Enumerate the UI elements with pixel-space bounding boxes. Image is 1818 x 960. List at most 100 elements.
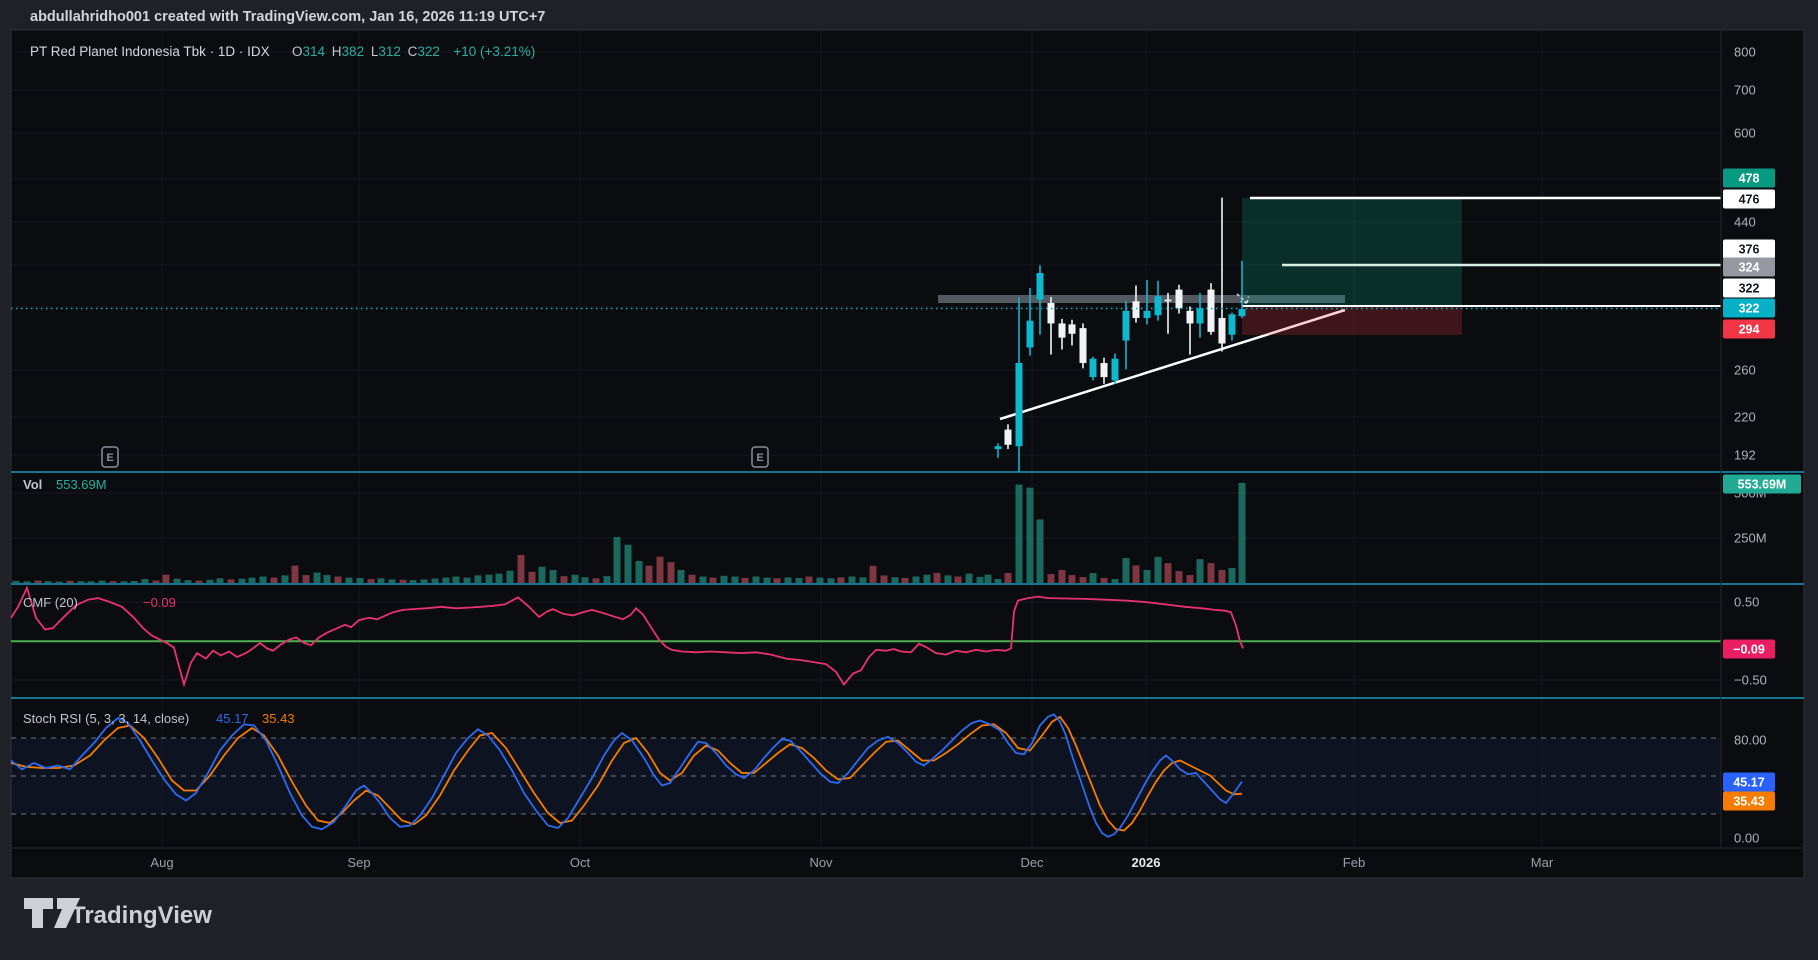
axis-badge: 376 (1723, 239, 1775, 259)
volume-bar (784, 577, 792, 583)
volume-bar (420, 579, 428, 583)
volume-legend: Vol 553.69M (23, 477, 107, 492)
candle-body (1218, 317, 1226, 344)
axis-badge-bg (1723, 474, 1801, 494)
axis-badge: 45.17 (1723, 772, 1775, 792)
volume-bar (227, 579, 235, 583)
time-tick-label: Sep (347, 855, 370, 870)
volume-bar (216, 578, 224, 583)
candle-body (1047, 303, 1055, 324)
volume-bar (281, 575, 289, 583)
volume-bar (1026, 487, 1034, 583)
axis-tick-label: 0.50 (1734, 595, 1759, 610)
axis-badge-bg (1723, 239, 1775, 259)
axis-tick-label: 800 (1734, 45, 1756, 60)
cmf-legend: CMF (20) −0.09 (23, 595, 176, 610)
axis-tick-label: 220 (1734, 410, 1756, 425)
axis-badge: 476 (1723, 189, 1775, 209)
axis-badge: 322 (1723, 278, 1775, 298)
axis-badge-bg (1723, 257, 1775, 277)
candle-body (1164, 299, 1172, 302)
axis-badge-text: 35.43 (1733, 795, 1764, 809)
volume-bar (1004, 573, 1012, 583)
time-tick-label: Oct (570, 855, 591, 870)
cmf-label: CMF (20) (23, 595, 78, 610)
volume-bar (1079, 577, 1087, 583)
volume-bar (495, 573, 503, 583)
ohlc-values: O314 H382 L312 C322 +10 (+3.21%) (292, 44, 535, 59)
volume-bar (452, 576, 460, 583)
volume-bar (752, 576, 760, 583)
time-tick-label: 2026 (1132, 855, 1161, 870)
volume-bar (624, 544, 632, 583)
axis-tick-label: 250M (1734, 531, 1767, 546)
volume-bar (238, 578, 246, 583)
candle-body (1154, 296, 1162, 316)
drawings-under-layer (938, 196, 1721, 421)
volume-bar (994, 579, 1002, 583)
volume-bar (345, 577, 353, 583)
candle-body (1175, 289, 1183, 309)
tradingview-logo-text[interactable]: TradingView (71, 902, 212, 929)
volume-bar (677, 569, 685, 583)
axis-badge-bg (1723, 772, 1775, 792)
axis-badge-text: 476 (1739, 193, 1760, 207)
volume-bar (302, 575, 310, 583)
volume-bar (699, 576, 707, 583)
time-tick-label: Feb (1343, 855, 1365, 870)
axis-badge-text: 45.17 (1733, 776, 1764, 790)
volume-bar (1238, 482, 1246, 583)
time-tick-label: Dec (1020, 855, 1044, 870)
volume-bar (77, 581, 85, 583)
candle-body (1026, 320, 1034, 348)
earnings-marker[interactable]: E (101, 446, 119, 468)
volume-bar (880, 575, 888, 583)
volume-bar (901, 577, 909, 583)
earnings-marker[interactable]: E (751, 446, 769, 468)
axis-badge-bg (1723, 168, 1775, 188)
earnings-marker-letter: E (756, 452, 763, 464)
volume-bar (592, 578, 600, 583)
volume-bar (356, 577, 364, 583)
chart-widget-background (10, 29, 1805, 879)
volume-bar (120, 581, 128, 583)
axis-badge-bg (1723, 298, 1775, 318)
volume-bar (1228, 568, 1236, 583)
axis-badge-text: 553.69M (1738, 478, 1787, 492)
volume-bar (720, 575, 728, 583)
arrow-marker-icon (1236, 293, 1250, 304)
volume-bar (731, 576, 739, 583)
volume-bar (206, 579, 214, 583)
volume-bar (1122, 558, 1130, 583)
candle-body (1196, 308, 1204, 324)
price-scale[interactable]: 800 700 600 440 260 220 192 478 476 376 324 322 322 2… (1723, 45, 1801, 846)
volume-bar (1143, 569, 1151, 583)
tradingview-logo-icon[interactable] (24, 898, 80, 928)
stoch-k-line (10, 713, 1243, 838)
volume-bar (613, 536, 621, 583)
volume-bar (954, 576, 962, 583)
axis-tick-label: 260 (1734, 363, 1756, 378)
chart-plot-area[interactable] (10, 197, 1721, 838)
volume-bar (1132, 565, 1140, 583)
volume-bar (184, 580, 192, 583)
axis-badge-text: 322 (1739, 282, 1760, 296)
time-scale[interactable]: Aug Sep Oct Nov Dec 2026 Feb Mar (150, 855, 1553, 870)
volume-bar (87, 581, 95, 583)
volume-bar (1068, 575, 1076, 583)
volume-bar (66, 580, 74, 583)
stoch-k-value: 45.17 (216, 711, 249, 726)
candle-body (1207, 289, 1215, 332)
volume-bar (109, 581, 117, 583)
volume-bar (688, 574, 696, 583)
time-tick-label: Mar (1531, 855, 1554, 870)
cmf-line (10, 585, 1244, 688)
axis-badge: 553.69M (1723, 474, 1801, 494)
volume-bar (1218, 569, 1226, 583)
axis-badge-bg (1723, 278, 1775, 298)
candle-body (1058, 323, 1066, 338)
volume-bar (367, 579, 375, 583)
axis-tick-label: 440 (1734, 215, 1756, 230)
